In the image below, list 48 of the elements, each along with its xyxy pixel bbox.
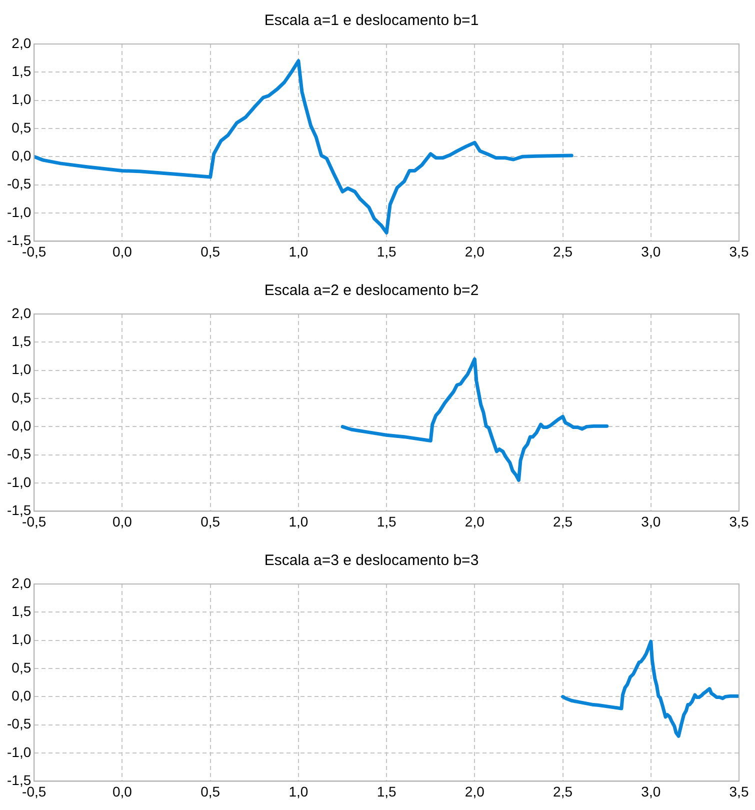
x-tick-label: 1,5	[376, 783, 397, 800]
x-tick-label: 2,5	[553, 513, 573, 530]
y-tick-label: 2,0	[12, 34, 32, 51]
y-tick-label: 1,5	[12, 63, 32, 80]
x-tick-label: 0,0	[112, 783, 132, 800]
y-tick-label: 2,0	[12, 304, 32, 321]
y-tick-label: 0,0	[12, 418, 32, 434]
chart-title: Escala a=1 e deslocamento b=1	[264, 12, 479, 30]
x-tick-label: 0,5	[200, 243, 220, 260]
y-tick-label: 0,0	[12, 688, 32, 704]
y-tick-label: 0,5	[12, 119, 32, 136]
x-tick-label: 0,5	[200, 513, 220, 530]
y-tick-label: 1,5	[12, 603, 32, 620]
y-tick-label: 0,0	[12, 148, 32, 164]
y-tick-label: 2,0	[12, 574, 32, 591]
x-tick-label: 1,5	[376, 513, 397, 530]
x-tick-label: 3,0	[641, 243, 661, 260]
x-tick-label: 1,0	[288, 243, 308, 260]
x-tick-label: 3,5	[729, 783, 749, 800]
x-tick-label: 3,5	[729, 513, 749, 530]
x-tick-label: 3,0	[641, 783, 661, 800]
x-tick-label: 0,0	[112, 513, 132, 530]
y-tick-label: -0,5	[7, 446, 32, 462]
x-tick-label: 2,0	[464, 513, 485, 530]
x-tick-label: 2,5	[553, 783, 573, 800]
y-tick-label: -1,0	[7, 744, 32, 760]
y-tick-label: 1,0	[12, 91, 32, 108]
x-tick-label: 1,0	[288, 783, 308, 800]
x-tick-label: 0,5	[200, 783, 220, 800]
y-tick-label: 0,5	[12, 389, 32, 406]
chart-title: Escala a=3 e deslocamento b=3	[264, 552, 479, 570]
x-tick-label: 3,5	[729, 243, 749, 260]
x-tick-label: 2,0	[464, 243, 485, 260]
x-tick-label: 1,0	[288, 513, 308, 530]
y-tick-label: -1,0	[7, 204, 32, 220]
y-tick-label: 1,0	[12, 631, 32, 648]
x-tick-label: 1,5	[376, 243, 397, 260]
y-tick-label: -1,0	[7, 474, 32, 490]
chart-title: Escala a=2 e deslocamento b=2	[264, 282, 479, 300]
x-tick-label: 2,5	[553, 243, 573, 260]
y-tick-label: 1,0	[12, 361, 32, 378]
y-tick-label: 1,5	[12, 333, 32, 350]
x-tick-label: 0,0	[112, 243, 132, 260]
x-tick-label: 3,0	[641, 513, 661, 530]
y-tick-label: -0,5	[7, 176, 32, 192]
y-tick-label: -0,5	[7, 716, 32, 732]
x-tick-label: 2,0	[464, 783, 485, 800]
y-tick-label: 0,5	[12, 659, 32, 676]
